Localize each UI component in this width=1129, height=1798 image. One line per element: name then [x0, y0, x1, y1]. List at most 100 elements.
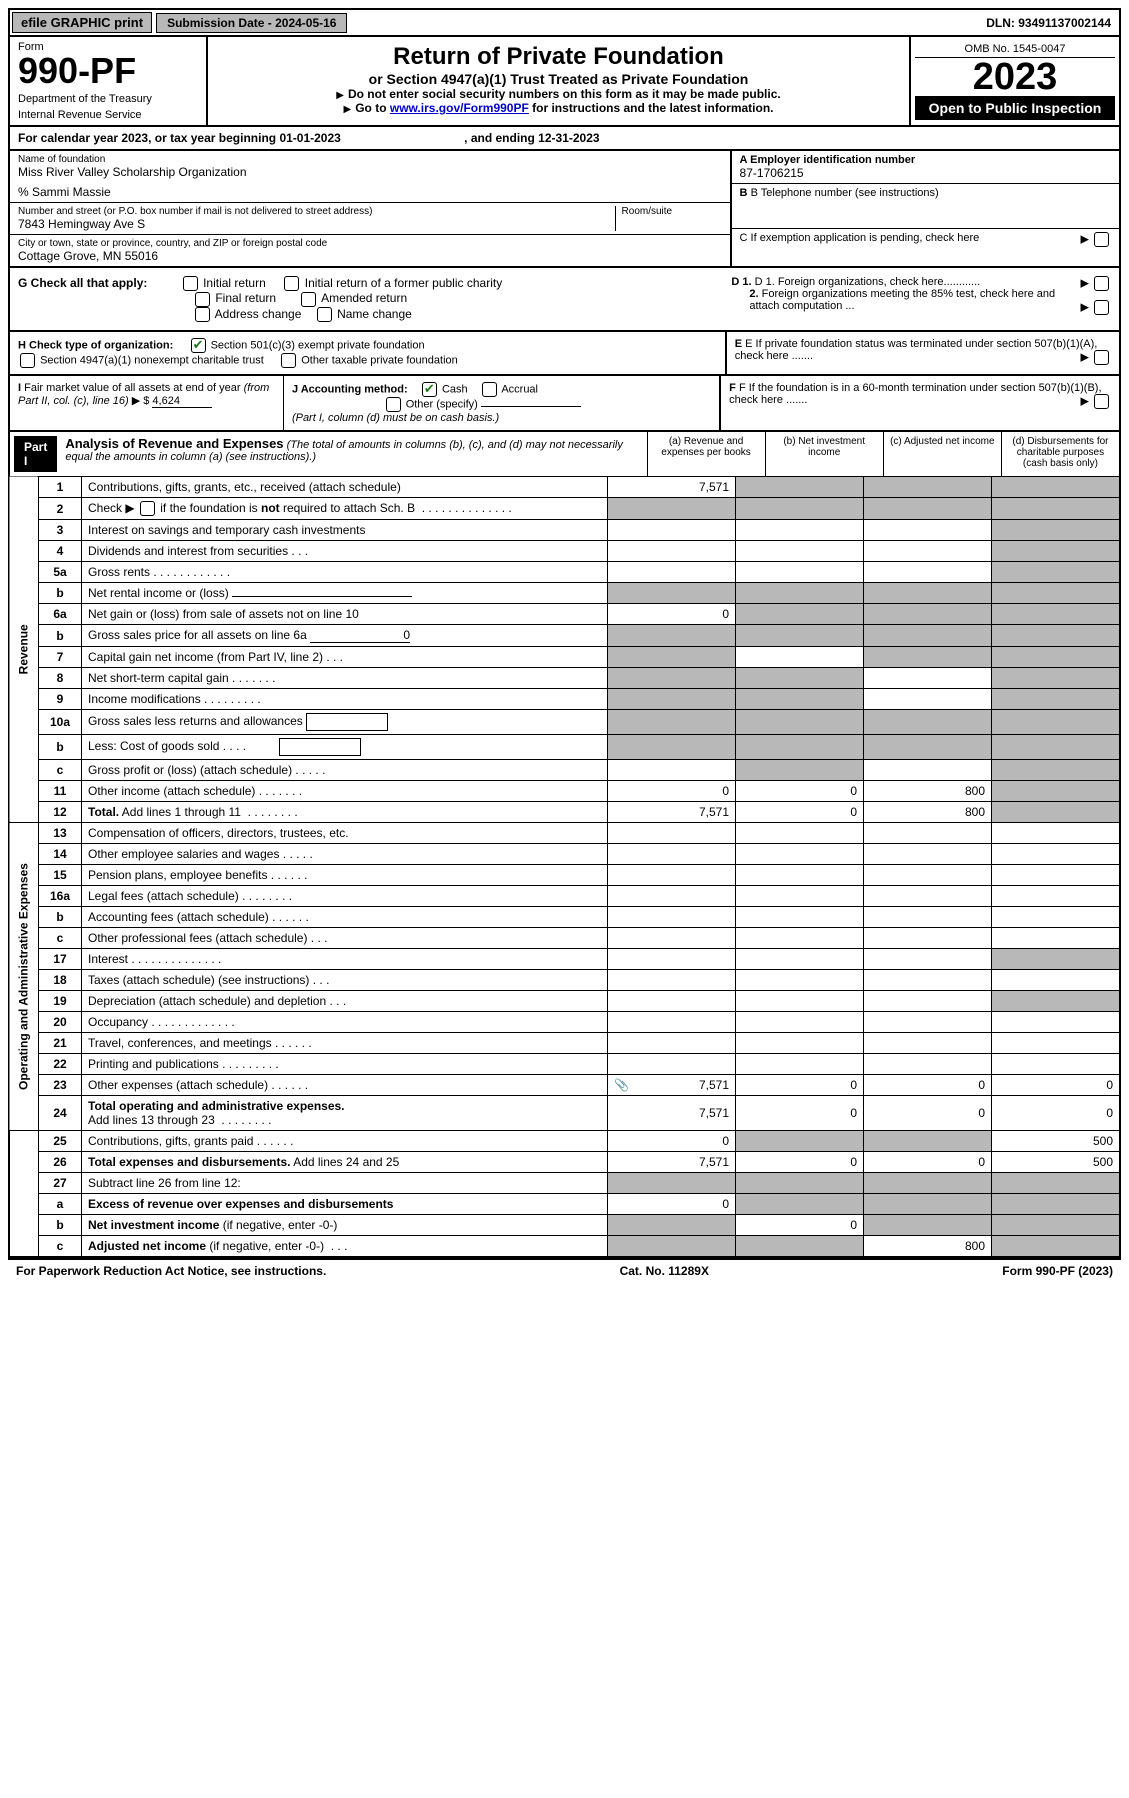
- g-opt-2: Final return: [215, 291, 276, 305]
- table-row: bNet rental income or (loss): [9, 583, 1120, 604]
- table-row: 19Depreciation (attach schedule) and dep…: [9, 991, 1120, 1012]
- submission-date: Submission Date - 2024-05-16: [156, 13, 347, 33]
- h-opt-2: Section 4947(a)(1) nonexempt charitable …: [40, 354, 264, 366]
- tel-label: B B Telephone number (see instructions): [740, 187, 1111, 199]
- table-row: 4Dividends and interest from securities …: [9, 541, 1120, 562]
- expenses-side-label: Operating and Administrative Expenses: [9, 823, 39, 1131]
- care-of: % Sammi Massie: [18, 185, 722, 199]
- table-row: 6aNet gain or (loss) from sale of assets…: [9, 604, 1120, 625]
- analysis-table: Revenue 1Contributions, gifts, grants, e…: [8, 476, 1121, 1258]
- g-name-checkbox[interactable]: [317, 307, 332, 322]
- table-row: 25Contributions, gifts, grants paid . . …: [9, 1131, 1120, 1152]
- table-row: Operating and Administrative Expenses 13…: [9, 823, 1120, 844]
- header-center: Return of Private Foundation or Section …: [208, 37, 909, 125]
- j-other-checkbox[interactable]: [386, 397, 401, 412]
- g-final-checkbox[interactable]: [195, 292, 210, 307]
- table-row: 22Printing and publications . . . . . . …: [9, 1054, 1120, 1075]
- name-label: Name of foundation: [18, 154, 722, 165]
- j-cash: Cash: [442, 383, 468, 395]
- dept-treasury: Department of the Treasury: [18, 93, 198, 105]
- form-title: Return of Private Foundation: [214, 43, 903, 71]
- instr-1: Do not enter social security numbers on …: [214, 87, 903, 101]
- footer-left: For Paperwork Reduction Act Notice, see …: [16, 1264, 326, 1278]
- table-row: 27Subtract line 26 from line 12:: [9, 1173, 1120, 1194]
- g-address-checkbox[interactable]: [195, 307, 210, 322]
- e-cell: E E If private foundation status was ter…: [725, 332, 1119, 374]
- h-label: H Check type of organization:: [18, 339, 173, 351]
- table-row: bNet investment income (if negative, ent…: [9, 1215, 1120, 1236]
- org-city: Cottage Grove, MN 55016: [18, 249, 722, 263]
- tel-cell: B B Telephone number (see instructions): [732, 184, 1119, 229]
- table-row: 5aGross rents . . . . . . . . . . . .: [9, 562, 1120, 583]
- header-right: OMB No. 1545-0047 2023 Open to Public In…: [909, 37, 1119, 125]
- d1-checkbox[interactable]: [1094, 276, 1109, 291]
- table-row: cOther professional fees (attach schedul…: [9, 928, 1120, 949]
- h-opt-3: Other taxable private foundation: [301, 354, 458, 366]
- part1-label: Part I: [14, 436, 57, 472]
- j-other: Other (specify): [406, 398, 478, 410]
- c-checkbox[interactable]: [1094, 232, 1109, 247]
- addr-label: Number and street (or P.O. box number if…: [18, 206, 609, 217]
- d2-row: 2. Foreign organizations meeting the 85%…: [731, 288, 1111, 312]
- open-to-public: Open to Public Inspection: [915, 96, 1115, 120]
- g-opt-5: Name change: [337, 307, 412, 321]
- g-amended-checkbox[interactable]: [301, 292, 316, 307]
- g-label: G Check all that apply:: [18, 276, 147, 290]
- j-label: J Accounting method:: [292, 383, 408, 395]
- i-amount: 4,624: [152, 395, 212, 408]
- schb-checkbox[interactable]: [140, 501, 155, 516]
- g-opt-4: Address change: [215, 307, 302, 321]
- revenue-side-label: Revenue: [9, 476, 39, 822]
- irs-link[interactable]: www.irs.gov/Form990PF: [390, 101, 529, 115]
- h-4947-checkbox[interactable]: [20, 353, 35, 368]
- dln-number: DLN: 93491137002144: [978, 14, 1119, 32]
- ein-label: A Employer identification number: [740, 154, 1111, 166]
- j-cash-checkbox[interactable]: [422, 382, 437, 397]
- table-row: 24Total operating and administrative exp…: [9, 1096, 1120, 1131]
- form-header: Form 990-PF Department of the Treasury I…: [8, 37, 1121, 127]
- table-row: 12Total. Add lines 1 through 11 . . . . …: [9, 802, 1120, 823]
- e-checkbox[interactable]: [1094, 350, 1109, 365]
- table-row: aExcess of revenue over expenses and dis…: [9, 1194, 1120, 1215]
- room-label: Room/suite: [622, 206, 722, 217]
- cal-year-begin: For calendar year 2023, or tax year begi…: [18, 131, 341, 145]
- form-subtitle: or Section 4947(a)(1) Trust Treated as P…: [214, 71, 903, 87]
- col-c-header: (c) Adjusted net income: [883, 432, 1001, 476]
- g-initial-checkbox[interactable]: [183, 276, 198, 291]
- table-row: 10aGross sales less returns and allowanc…: [9, 710, 1120, 735]
- f-checkbox[interactable]: [1094, 394, 1109, 409]
- g-opt-1: Initial return of a former public charit…: [305, 276, 502, 290]
- h-opt-1: Section 501(c)(3) exempt private foundat…: [211, 339, 425, 351]
- ein-cell: A Employer identification number 87-1706…: [732, 151, 1119, 184]
- h-501c3-checkbox[interactable]: [191, 338, 206, 353]
- org-right: A Employer identification number 87-1706…: [730, 151, 1119, 266]
- page-footer: For Paperwork Reduction Act Notice, see …: [8, 1258, 1121, 1282]
- table-row: bLess: Cost of goods sold . . . .: [9, 735, 1120, 760]
- i-j-f-row: I Fair market value of all assets at end…: [8, 376, 1121, 432]
- efile-button[interactable]: efile GRAPHIC print: [12, 12, 152, 33]
- d2-checkbox[interactable]: [1094, 300, 1109, 315]
- org-name: Miss River Valley Scholarship Organizati…: [18, 165, 722, 179]
- g-former-checkbox[interactable]: [284, 276, 299, 291]
- table-row: 18Taxes (attach schedule) (see instructi…: [9, 970, 1120, 991]
- calendar-year-row: For calendar year 2023, or tax year begi…: [8, 127, 1121, 151]
- table-row: 17Interest . . . . . . . . . . . . . .: [9, 949, 1120, 970]
- j-accrual: Accrual: [501, 383, 538, 395]
- top-bar: efile GRAPHIC print Submission Date - 20…: [8, 8, 1121, 37]
- footer-right: Form 990-PF (2023): [1002, 1264, 1113, 1278]
- footer-mid: Cat. No. 11289X: [620, 1264, 709, 1278]
- col-b-header: (b) Net investment income: [765, 432, 883, 476]
- table-row: 8Net short-term capital gain . . . . . .…: [9, 668, 1120, 689]
- j-note: (Part I, column (d) must be on cash basi…: [292, 412, 499, 424]
- city-cell: City or town, state or province, country…: [10, 235, 730, 266]
- part1-header-row: Part I Analysis of Revenue and Expenses …: [8, 432, 1121, 476]
- table-row: cAdjusted net income (if negative, enter…: [9, 1236, 1120, 1258]
- col-a-header: (a) Revenue and expenses per books: [647, 432, 765, 476]
- table-row: 2Check ▶ if the foundation is not requir…: [9, 497, 1120, 519]
- table-row: 21Travel, conferences, and meetings . . …: [9, 1033, 1120, 1054]
- table-row: 16aLegal fees (attach schedule) . . . . …: [9, 886, 1120, 907]
- j-accrual-checkbox[interactable]: [482, 382, 497, 397]
- name-cell: Name of foundation Miss River Valley Sch…: [10, 151, 730, 203]
- h-other-checkbox[interactable]: [281, 353, 296, 368]
- top-bar-left: efile GRAPHIC print Submission Date - 20…: [10, 10, 349, 35]
